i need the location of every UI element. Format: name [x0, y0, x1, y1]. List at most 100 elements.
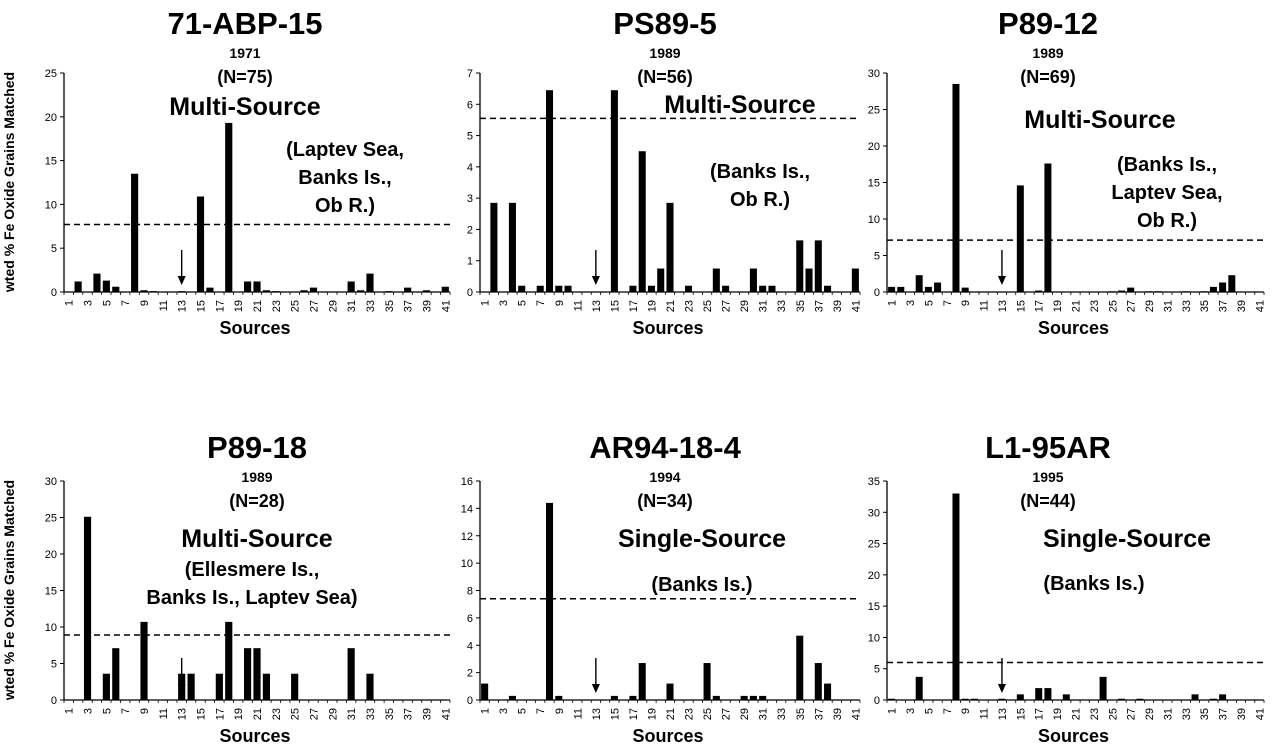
- bar-source-18: [225, 122, 233, 292]
- y-tick-label: 1: [467, 256, 473, 268]
- x-tick-label: 25: [702, 708, 714, 720]
- x-tick-label: 1: [887, 300, 899, 306]
- bar-source-33: [366, 673, 374, 700]
- x-tick-label: 15: [609, 300, 621, 312]
- y-tick-label: 10: [45, 622, 57, 634]
- source-regions-line: (Banks Is.): [651, 574, 752, 596]
- y-axis-label: wted % Fe Oxide Grains Matched: [1, 72, 17, 293]
- x-tick-label: 25: [1107, 708, 1119, 720]
- y-tick-label: 15: [45, 156, 57, 168]
- sample-count: (N=28): [229, 491, 285, 511]
- source-regions-line: Laptev Sea,: [1111, 182, 1222, 204]
- x-tick-label: 27: [721, 300, 733, 312]
- bar-source-37: [1219, 282, 1227, 292]
- x-tick-label: 33: [1181, 300, 1193, 312]
- bar-source-8: [545, 90, 554, 292]
- source-regions-line: Ob R.): [730, 189, 790, 211]
- bar-source-35: [385, 291, 393, 292]
- x-tick-label: 15: [1015, 300, 1027, 312]
- chart-title: L1-95AR: [985, 430, 1111, 465]
- source-regions-line: (Banks Is.,: [710, 161, 810, 183]
- arrow-marker-head: [591, 684, 600, 693]
- bar-source-15: [1016, 694, 1024, 700]
- chart-year: 1994: [649, 469, 680, 485]
- x-tick-label: 41: [1254, 708, 1266, 720]
- x-tick-label: 33: [776, 300, 788, 312]
- source-classification: Multi-Source: [664, 91, 815, 119]
- bar-source-4: [93, 273, 101, 292]
- x-tick-label: 5: [517, 708, 529, 714]
- x-tick-label: 37: [403, 708, 415, 720]
- chart-title: P89-12: [998, 6, 1098, 41]
- x-tick-label: 9: [554, 300, 566, 306]
- x-tick-label: 13: [997, 300, 1009, 312]
- x-tick-label: 5: [101, 300, 113, 306]
- bar-source-10: [149, 291, 158, 292]
- y-tick-label: 0: [874, 695, 880, 707]
- x-tick-label: 21: [252, 708, 264, 720]
- chart-panel-4: P89-18 1989 (N=28) Multi-Source (Ellesmere I…: [45, 430, 453, 746]
- bar-source-13: [998, 698, 1006, 700]
- x-tick-label: 7: [535, 708, 547, 714]
- x-tick-label: 19: [646, 708, 658, 720]
- bar-source-6: [112, 648, 120, 700]
- x-tick-label: 15: [609, 708, 621, 720]
- x-tick-label: 17: [628, 300, 640, 312]
- x-tick-label: 27: [721, 708, 733, 720]
- source-classification: Multi-Source: [1024, 106, 1175, 134]
- x-tick-label: 1: [64, 708, 76, 714]
- x-tick-label: 27: [308, 708, 320, 720]
- x-tick-label: 13: [177, 300, 189, 312]
- y-tick-label: 10: [868, 214, 880, 226]
- bar-source-41: [851, 268, 859, 292]
- bar-source-6: [934, 282, 942, 292]
- bar-source-21: [666, 683, 674, 700]
- y-tick-label: 0: [51, 695, 57, 707]
- x-axis-label: Sources: [632, 726, 703, 746]
- x-axis-label: Sources: [632, 318, 703, 338]
- x-tick-label: 41: [440, 300, 452, 312]
- x-tick-label: 29: [739, 708, 751, 720]
- x-axis-label: Sources: [219, 726, 290, 746]
- y-tick-label: 30: [868, 68, 880, 80]
- x-tick-label: 19: [1052, 300, 1064, 312]
- bar-source-13: [178, 291, 186, 292]
- bar-source-20: [244, 648, 252, 700]
- x-tick-label: 25: [702, 300, 714, 312]
- bar-source-19: [647, 285, 655, 292]
- bar-source-30: [749, 268, 757, 292]
- bar-source-27: [722, 285, 730, 292]
- bar-source-1: [888, 698, 896, 700]
- bar-source-20: [1062, 694, 1070, 700]
- x-tick-label: 1: [887, 708, 899, 714]
- source-regions-line: (Banks Is.,: [1117, 154, 1217, 176]
- bar-source-17: [629, 285, 637, 292]
- y-tick-label: 5: [51, 659, 57, 671]
- bar-source-26: [712, 695, 720, 700]
- y-tick-label: 2: [467, 668, 473, 680]
- x-tick-label: 29: [739, 300, 751, 312]
- x-tick-label: 25: [290, 300, 302, 312]
- sample-count: (N=75): [217, 67, 273, 87]
- bar-source-38: [824, 683, 832, 700]
- bar-source-21: [253, 648, 261, 700]
- bar-source-33: [1182, 291, 1190, 292]
- bar-source-36: [1209, 286, 1217, 292]
- x-tick-label: 29: [1144, 300, 1156, 312]
- bar-source-15: [196, 196, 205, 292]
- x-axis-label: Sources: [219, 318, 290, 338]
- y-tick-label: 0: [467, 287, 473, 299]
- x-tick-label: 41: [850, 300, 862, 312]
- y-tick-label: 25: [45, 68, 57, 80]
- bar-source-30: [1154, 291, 1162, 292]
- y-tick-label: 7: [467, 68, 473, 80]
- y-tick-label: 30: [868, 507, 880, 519]
- x-axis-label: Sources: [1038, 318, 1109, 338]
- bar-source-9: [555, 285, 563, 292]
- bar-source-41: [441, 286, 449, 292]
- x-axis-label: Sources: [1038, 726, 1109, 746]
- bar-source-33: [366, 273, 374, 292]
- bar-source-17: [215, 673, 223, 700]
- bar-source-10: [970, 698, 978, 700]
